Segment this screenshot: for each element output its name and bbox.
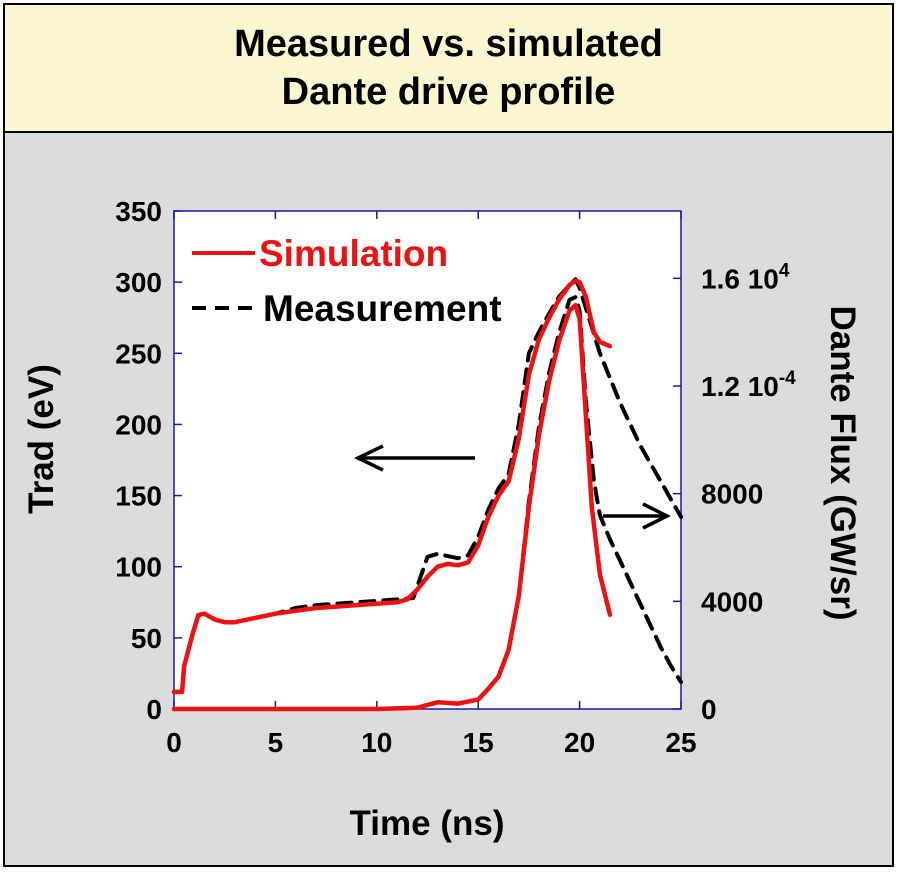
legend-label-simulation: Simulation — [259, 233, 448, 274]
x-tick-label: 25 — [665, 727, 696, 758]
y-tick-label: 250 — [115, 338, 162, 369]
chart-title-line-2: Dante drive profile — [281, 71, 616, 113]
y2-tick-label: 1.2 10-4 — [701, 368, 796, 402]
y-tick-label: 50 — [131, 623, 162, 654]
chart-svg: 0 5 10 15 20 25050100150200250300350040008000… — [22, 196, 862, 843]
y-axis-label: Trad (eV) — [22, 364, 61, 514]
left-arrow-head — [353, 444, 384, 472]
x-tick-label: 10 — [361, 727, 392, 758]
y-tick-label: 0 — [146, 694, 162, 725]
x-axis-label: Time (ns) — [350, 804, 505, 843]
x-tick-label: 15 — [463, 727, 494, 758]
y2-axis-label: Dante Flux (GW/sr) — [823, 305, 862, 620]
y2-tick-label: 4000 — [701, 586, 763, 617]
x-tick-label: 0 — [166, 727, 182, 758]
chart-panel: 0 5 10 15 20 25 0 50 100 150 200 250 300 350 0 4000 8000… — [5, 133, 892, 865]
y2-tick-label: 0 — [701, 694, 717, 725]
plot-area — [173, 210, 682, 710]
y-tick-label: 150 — [115, 481, 162, 512]
y-tick-label: 100 — [115, 552, 162, 583]
y-tick-label: 350 — [115, 196, 162, 227]
simulation-right-series-line — [171, 302, 613, 712]
y-tick-label: 300 — [115, 267, 162, 298]
title-box: Measured vs. simulated Dante drive profi… — [5, 5, 892, 133]
right-arrow-head — [642, 502, 671, 530]
simulation-left-series-line — [171, 278, 613, 695]
x-tick-label: 5 — [268, 727, 284, 758]
x-tick-label: 20 — [564, 727, 595, 758]
chart-title-line-1: Measured vs. simulated — [234, 23, 663, 65]
y-tick-label: 200 — [115, 409, 162, 440]
legend-label-measurement: Measurement — [263, 288, 502, 329]
y2-tick-label: 8000 — [701, 479, 763, 510]
y2-tick-label: 1.6 104 — [701, 260, 790, 294]
slide-frame: Measured vs. simulated Dante drive profi… — [3, 3, 894, 867]
